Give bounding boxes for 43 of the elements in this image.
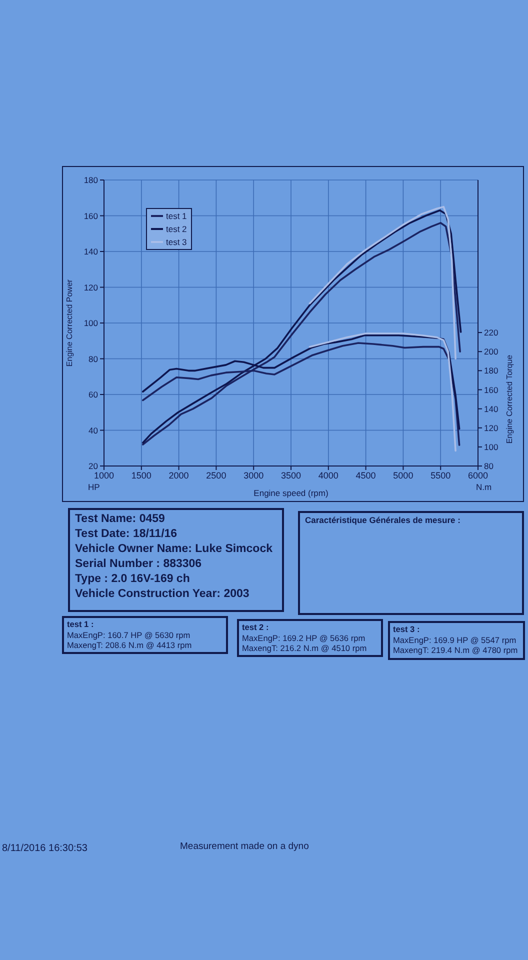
notes-panel: Caractéristique Générales de mesure : [298, 511, 524, 615]
y-tick-label: 120 [84, 282, 98, 292]
text: Measurement made on a dyno [180, 841, 309, 852]
test-summary-panel: test 3 : MaxEngP: 169.9 HP @ 5547 rpm MaxengT: 219.4 N.m @ 4780 rpm [388, 621, 525, 660]
y2-tick-label: 140 [484, 404, 498, 414]
legend-label: test 2 [166, 224, 187, 234]
text: N.m [476, 482, 492, 492]
x-tick-label: 4000 [318, 470, 338, 480]
test-summary-panel: test 2 : MaxEngP: 169.2 HP @ 5636 rpm MaxengT: 216.2 N.m @ 4510 rpm [237, 619, 383, 657]
y2-tick-label: 100 [484, 442, 498, 452]
legend-label: test 1 [166, 211, 187, 221]
x-tick-label: 2000 [168, 470, 189, 480]
x-tick-label: 5000 [393, 470, 414, 480]
legend-label: test 3 [166, 237, 187, 247]
y-tick-label: 40 [88, 425, 98, 436]
x-tick-label: 6000 [468, 470, 488, 480]
y2-tick-label: 180 [484, 366, 498, 376]
y-tick-label: 20 [88, 461, 98, 472]
y-tick-label: 60 [88, 390, 98, 400]
y-tick-label: 140 [84, 246, 98, 257]
y-tick-label: 160 [84, 210, 98, 221]
vehicle-info-panel: Test Name: 0459 Test Date: 18/11/16 Vehicle Owner Name: Luke Simcock Serial Number : 883306 Type : 2.0 16V-169 ch Vehicle Construction Year: 2003 [68, 508, 284, 612]
y-tick-label: 180 [84, 175, 98, 186]
y-tick-label: 80 [88, 354, 98, 364]
y2-tick-label: 120 [484, 422, 498, 433]
y-axis-title: Engine Corrected Power [65, 279, 74, 367]
y2-tick-label: 80 [484, 461, 494, 472]
x-axis-title: Engine speed (rpm) [254, 488, 328, 498]
x-tick-label: 1000 [94, 470, 114, 480]
y-tick-label: 100 [84, 318, 98, 328]
x-tick-label: 3500 [280, 470, 302, 480]
y2-axis-title: Engine Corrected Torque [505, 354, 514, 444]
x-tick-label: 2500 [206, 470, 226, 480]
test-summary-panel: test 1 : MaxEngP: 160.7 HP @ 5630 rpm MaxengT: 208.6 N.m @ 4413 rpm [62, 616, 228, 654]
y2-tick-label: 200 [484, 346, 498, 357]
x-tick-label: 1500 [131, 470, 152, 480]
y2-tick-label: 220 [484, 328, 498, 338]
text: HP [88, 482, 100, 492]
y2-tick-label: 160 [484, 384, 498, 395]
x-tick-label: 5500 [430, 470, 451, 480]
text: 8/11/2016 16:30:53 [2, 843, 88, 854]
x-tick-label: 4500 [356, 470, 376, 480]
x-tick-label: 3000 [244, 470, 264, 480]
